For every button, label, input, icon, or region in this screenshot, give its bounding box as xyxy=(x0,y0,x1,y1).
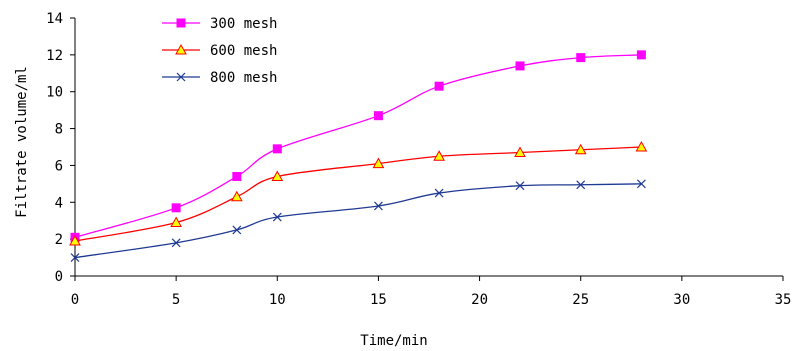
data-point-800-mesh xyxy=(272,212,282,222)
y-tick-label: 2 xyxy=(55,232,63,248)
x-tick-label: 10 xyxy=(269,292,286,308)
x-ticks: 0 5 10 15 20 25 30 35 xyxy=(71,276,792,308)
legend-item-800-mesh: 800 mesh xyxy=(162,70,277,86)
y-tick-label: 0 xyxy=(55,269,63,285)
series-group xyxy=(69,50,648,262)
legend-marker xyxy=(176,18,186,28)
data-point-800-mesh xyxy=(576,180,586,190)
y-tick-label: 4 xyxy=(55,195,63,211)
series-line-800-mesh xyxy=(74,183,642,259)
legend: 300 mesh 600 mesh 800 mesh xyxy=(162,16,277,86)
x-tick-label: 30 xyxy=(673,292,690,308)
data-point-800-mesh xyxy=(434,188,444,198)
series-line-600-mesh xyxy=(74,146,642,242)
x-tick-label: 15 xyxy=(370,292,387,308)
data-point-300-mesh xyxy=(373,111,383,121)
y-axis-title: Filtrate volume/ml xyxy=(14,66,30,218)
x-tick-label: 0 xyxy=(71,292,79,308)
data-point-800-mesh xyxy=(636,179,646,189)
y-tick-label: 6 xyxy=(55,158,63,174)
legend-item-600-mesh: 600 mesh xyxy=(162,43,277,59)
x-axis-title: Time/min xyxy=(360,333,427,349)
data-point-600-mesh xyxy=(372,157,385,169)
y-ticks: 0 2 4 6 8 10 12 14 xyxy=(46,11,75,285)
legend-marker xyxy=(176,72,186,82)
data-point-800-mesh xyxy=(374,201,383,211)
data-point-300-mesh xyxy=(434,81,444,91)
x-tick-label: 25 xyxy=(572,292,589,308)
y-tick-label: 10 xyxy=(46,85,63,101)
data-point-300-mesh xyxy=(515,61,525,71)
x-tick-label: 5 xyxy=(172,292,180,308)
data-point-300-mesh xyxy=(171,203,181,213)
data-point-300-mesh xyxy=(232,171,242,181)
data-point-600-mesh xyxy=(271,170,284,181)
data-point-600-mesh xyxy=(514,146,526,158)
data-point-800-mesh xyxy=(70,253,80,262)
data-point-600-mesh xyxy=(574,143,587,155)
series-600-mesh xyxy=(69,140,648,246)
data-point-600-mesh xyxy=(433,150,445,161)
series-300-mesh xyxy=(70,50,646,242)
legend-marker xyxy=(175,43,187,55)
legend-item-300-mesh: 300 mesh xyxy=(162,16,277,32)
y-tick-label: 12 xyxy=(46,48,63,64)
data-point-600-mesh xyxy=(69,234,81,246)
data-point-300-mesh xyxy=(576,53,586,63)
data-point-600-mesh xyxy=(230,190,243,202)
x-tick-label: 35 xyxy=(775,292,792,308)
data-point-300-mesh xyxy=(272,144,282,154)
data-point-800-mesh xyxy=(171,238,181,248)
legend-label: 600 mesh xyxy=(210,43,277,59)
data-point-600-mesh xyxy=(635,140,648,152)
y-tick-label: 14 xyxy=(46,11,63,27)
data-point-600-mesh xyxy=(170,216,182,228)
data-point-300-mesh xyxy=(636,50,646,60)
series-line-300-mesh xyxy=(74,54,642,238)
y-tick-label: 8 xyxy=(55,122,63,138)
axes xyxy=(74,18,783,277)
x-tick-label: 20 xyxy=(471,292,488,308)
legend-label: 800 mesh xyxy=(210,70,277,86)
series-800-mesh xyxy=(70,179,646,262)
legend-label: 300 mesh xyxy=(210,16,277,32)
data-point-800-mesh xyxy=(515,181,525,191)
data-point-800-mesh xyxy=(232,225,242,235)
